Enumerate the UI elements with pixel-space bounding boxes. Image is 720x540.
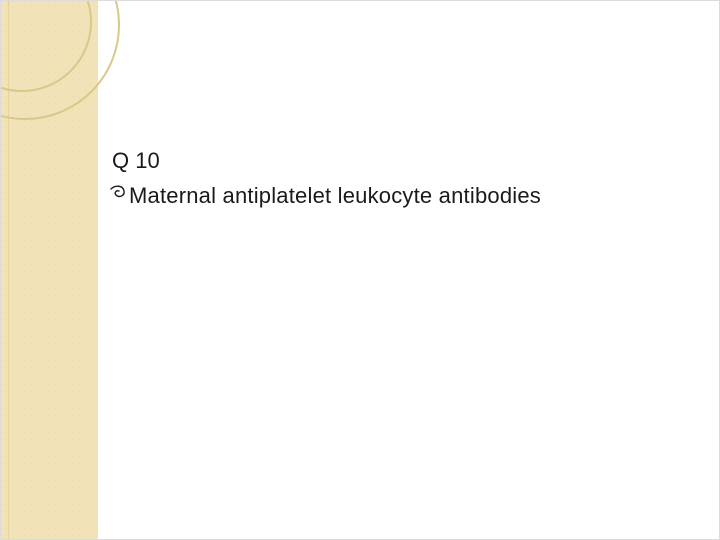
swirl-bullet-icon: [109, 182, 127, 211]
outer-frame: [0, 0, 720, 540]
question-label: Q 10: [112, 148, 700, 174]
bullet-text: Maternal antiplatelet leukocyte antibodi…: [129, 182, 541, 211]
bullet-row: Maternal antiplatelet leukocyte antibodi…: [112, 182, 700, 211]
content-area: Q 10 Maternal antiplatelet leukocyte ant…: [112, 148, 700, 211]
slide: Q 10 Maternal antiplatelet leukocyte ant…: [0, 0, 720, 540]
